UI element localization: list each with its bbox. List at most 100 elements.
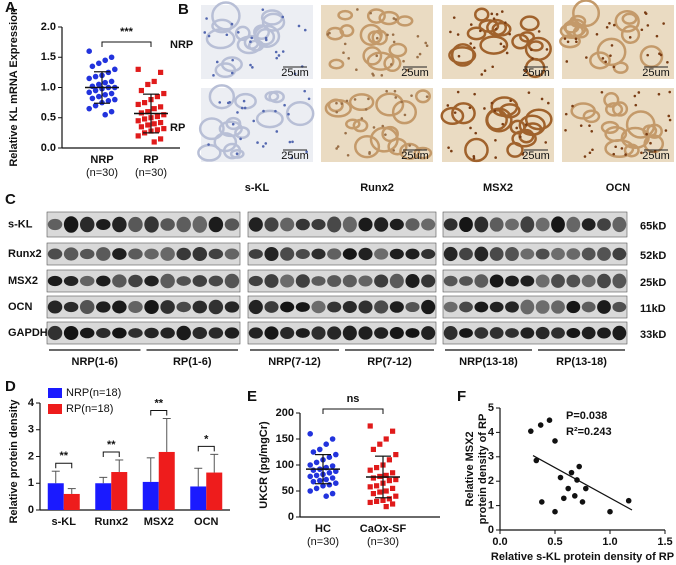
blot-band	[535, 217, 550, 232]
protein-label: Runx2	[8, 248, 42, 260]
blot-band	[264, 274, 279, 288]
tissue-texture	[547, 101, 550, 105]
data-point	[383, 488, 389, 494]
tissue-texture	[469, 23, 473, 26]
tissue-texture	[500, 10, 504, 13]
data-point	[390, 501, 396, 507]
blot-band	[551, 216, 565, 233]
bar	[206, 472, 223, 510]
tissue-texture	[478, 19, 500, 33]
y-axis-label: Relative KL mRNA Expression	[8, 8, 20, 167]
data-point	[86, 105, 92, 112]
tissue-texture	[468, 106, 472, 110]
tissue-texture	[624, 153, 627, 156]
tissue-texture	[472, 46, 476, 50]
blot-band	[160, 218, 175, 231]
tissue-texture	[509, 119, 526, 135]
tissue-texture	[346, 153, 350, 157]
tissue-texture	[198, 117, 225, 141]
data-point	[96, 93, 102, 100]
tissue-texture	[230, 71, 234, 75]
tissue-texture	[360, 117, 364, 120]
tissue-texture	[393, 89, 397, 93]
scale-bar-label: 25um	[522, 67, 550, 79]
data-point	[320, 483, 326, 489]
y-tick-label: 3	[488, 451, 494, 463]
blot-band	[79, 248, 95, 260]
tissue-texture	[521, 153, 525, 156]
tissue-texture	[251, 66, 254, 69]
x-axis-label: Relative s-KL protein density of RP	[491, 551, 674, 563]
data-point	[145, 122, 151, 128]
tissue-texture	[402, 59, 405, 63]
x-tick-label: s-KL	[52, 516, 77, 528]
x-tick-sublabel: (n=30)	[86, 167, 118, 179]
blot-band	[358, 326, 373, 340]
blot-strip	[247, 211, 437, 238]
blot-band	[421, 326, 436, 340]
blot-band	[342, 248, 357, 260]
blot-band	[327, 275, 342, 287]
data-point	[326, 481, 333, 488]
tissue-texture	[337, 9, 354, 21]
group-label: NRP(7-12)	[268, 356, 321, 368]
data-point	[393, 476, 399, 483]
blot-band	[612, 216, 627, 233]
tissue-texture	[371, 29, 388, 46]
tissue-texture	[572, 25, 589, 39]
data-point	[552, 438, 558, 444]
tissue-texture	[659, 53, 663, 57]
data-point	[86, 89, 92, 96]
tissue-texture	[208, 84, 236, 110]
blot-band	[63, 216, 79, 233]
blot-band	[597, 273, 611, 289]
blot-strip	[46, 211, 241, 238]
tissue-texture	[416, 34, 420, 38]
x-tick-sublabel: (n=30)	[307, 536, 339, 548]
tissue-texture	[293, 72, 297, 76]
data-point	[377, 489, 383, 495]
blot-band	[358, 217, 373, 232]
tissue-texture	[620, 147, 624, 150]
panel-label: B	[178, 1, 189, 18]
tissue-texture	[211, 18, 233, 34]
tissue-texture	[609, 54, 612, 57]
data-point	[583, 485, 589, 492]
blot-band	[295, 218, 310, 231]
tissue-texture	[637, 91, 641, 94]
tissue-texture	[230, 22, 234, 26]
blot-band	[176, 276, 191, 286]
blot-band	[224, 327, 240, 339]
blot-band	[459, 276, 473, 286]
blot-band	[128, 248, 143, 260]
blot-band	[248, 249, 263, 259]
significance-label: ***	[120, 26, 134, 38]
data-point	[102, 57, 108, 64]
y-tick-label: 2.0	[41, 21, 56, 33]
tissue-texture	[595, 32, 599, 36]
data-point	[313, 485, 320, 492]
tissue-texture	[264, 36, 268, 40]
tissue-texture	[368, 152, 371, 155]
tissue-texture	[612, 152, 616, 156]
blot-band	[443, 246, 458, 262]
trend-line	[532, 455, 633, 511]
blot-band	[597, 218, 611, 231]
tissue-texture	[413, 146, 433, 160]
blot-band	[79, 275, 95, 287]
blot-band	[144, 216, 159, 233]
blot-band	[389, 248, 404, 260]
tissue-texture	[582, 109, 601, 124]
tissue-texture	[345, 118, 361, 130]
tissue-texture	[205, 28, 236, 50]
tissue-texture	[440, 106, 465, 126]
data-point	[151, 78, 157, 85]
tissue-texture	[364, 108, 368, 111]
tissue-texture	[339, 24, 355, 38]
blot-band	[144, 275, 159, 287]
tissue-texture	[502, 45, 506, 48]
blot-band	[489, 217, 504, 232]
tissue-texture	[237, 31, 240, 34]
blot-strip	[247, 295, 437, 319]
